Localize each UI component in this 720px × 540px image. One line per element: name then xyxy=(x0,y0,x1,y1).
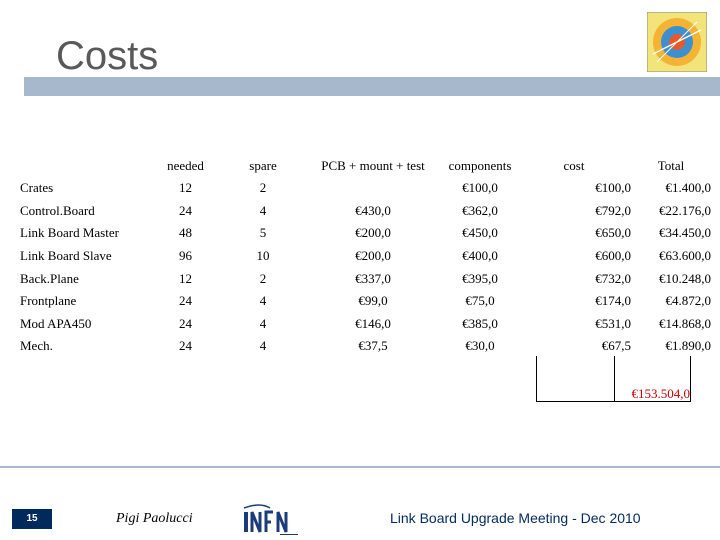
row-pcb: €99,0 xyxy=(358,293,388,309)
row-cost: €732,0 xyxy=(595,270,631,286)
table-row: Frontplane 24 4 €99,0 €75,0 €174,0 €4.87… xyxy=(20,290,711,313)
row-needed: 48 xyxy=(179,225,192,241)
row-total: €14.868,0 xyxy=(659,315,711,331)
table-row: Back.Plane 12 2 €337,0 €395,0 €732,0 €10… xyxy=(20,267,711,290)
row-total: €63.600,0 xyxy=(659,248,711,264)
row-spare: 4 xyxy=(259,202,267,218)
row-item: Link Board Master xyxy=(20,225,119,241)
row-components: €395,0 xyxy=(462,270,498,286)
header-needed: needed xyxy=(167,158,204,173)
row-item: Mech. xyxy=(20,338,53,354)
row-pcb: €200,0 xyxy=(355,248,391,264)
header-total: Total xyxy=(657,158,685,173)
row-pcb: €146,0 xyxy=(355,315,391,331)
row-components: €30,0 xyxy=(465,338,495,354)
row-needed: 12 xyxy=(179,180,192,196)
row-pcb: €37,5 xyxy=(358,338,388,354)
row-total: €22.176,0 xyxy=(659,202,711,218)
row-needed: 96 xyxy=(179,248,192,264)
table-row: Mod APA450 24 4 €146,0 €385,0 €531,0 €14… xyxy=(20,313,711,336)
row-pcb: €200,0 xyxy=(355,225,391,241)
row-total: €1.890,0 xyxy=(665,338,712,354)
grand-total-divider xyxy=(614,356,615,402)
table-row: Crates 12 2 €100,0 €100,0 €1.400,0 xyxy=(20,177,711,200)
row-needed: 24 xyxy=(179,315,192,331)
row-total: €34.450,0 xyxy=(659,225,711,241)
row-item: Frontplane xyxy=(20,293,77,309)
row-components: €100,0 xyxy=(462,180,498,196)
row-item: Link Board Slave xyxy=(20,248,112,264)
row-components: €362,0 xyxy=(462,202,498,218)
row-pcb: €430,0 xyxy=(355,202,391,218)
row-cost: €650,0 xyxy=(595,225,631,241)
row-item: Mod APA450 xyxy=(20,315,92,331)
table-row: Link Board Slave 96 10 €200,0 €400,0 €60… xyxy=(20,245,711,268)
row-spare: 5 xyxy=(259,225,267,241)
row-needed: 24 xyxy=(179,338,192,354)
row-spare: 4 xyxy=(259,315,267,331)
row-total: €10.248,0 xyxy=(659,270,711,286)
row-spare: 10 xyxy=(256,248,270,264)
row-total: €1.400,0 xyxy=(665,180,712,196)
author-name: Pigi Paolucci xyxy=(116,511,193,526)
grand-total-box xyxy=(536,356,691,402)
header-cost: cost xyxy=(563,158,585,173)
row-pcb: €337,0 xyxy=(355,270,391,286)
row-cost: €792,0 xyxy=(595,202,631,218)
page-number: 15 xyxy=(12,509,52,529)
row-spare: 4 xyxy=(259,338,267,354)
header-item xyxy=(20,155,148,177)
table-row: Control.Board 24 4 €430,0 €362,0 €792,0 … xyxy=(20,200,711,223)
row-needed: 24 xyxy=(179,202,192,218)
table-row: Mech. 24 4 €37,5 €30,0 €67,5 €1.890,0 xyxy=(20,335,711,358)
row-total: €4.872,0 xyxy=(665,293,712,309)
row-cost: €100,0 xyxy=(595,180,631,196)
row-needed: 12 xyxy=(179,270,192,286)
table-header-row: needed spare PCB + mount + test componen… xyxy=(20,155,711,177)
row-components: €450,0 xyxy=(462,225,498,241)
row-item: Crates xyxy=(20,180,54,196)
infn-logo-icon xyxy=(243,504,298,535)
row-pcb xyxy=(303,177,443,200)
cms-logo-icon xyxy=(647,12,707,72)
row-item: Control.Board xyxy=(20,202,95,218)
row-spare: 2 xyxy=(259,180,267,196)
row-components: €385,0 xyxy=(462,315,498,331)
page-title: Costs xyxy=(56,34,159,78)
footer-divider xyxy=(0,466,720,468)
header-pcb: PCB + mount + test xyxy=(321,158,425,173)
row-components: €400,0 xyxy=(462,248,498,264)
row-spare: 4 xyxy=(259,293,267,309)
row-cost: €174,0 xyxy=(595,293,631,309)
row-components: €75,0 xyxy=(465,293,495,309)
costs-table: needed spare PCB + mount + test componen… xyxy=(20,155,711,358)
row-spare: 2 xyxy=(259,270,267,286)
row-item: Back.Plane xyxy=(20,270,79,286)
header-components: components xyxy=(448,158,512,173)
grand-total-value: €153.504,0 xyxy=(631,386,691,401)
row-cost: €531,0 xyxy=(595,315,631,331)
header-spare: spare xyxy=(249,158,277,173)
table-row: Link Board Master 48 5 €200,0 €450,0 €65… xyxy=(20,222,711,245)
row-cost: €67,5 xyxy=(601,338,631,354)
row-cost: €600,0 xyxy=(595,248,631,264)
meeting-title: Link Board Upgrade Meeting - Dec 2010 xyxy=(390,510,641,526)
title-accent-bar xyxy=(24,77,720,96)
row-needed: 24 xyxy=(179,293,192,309)
